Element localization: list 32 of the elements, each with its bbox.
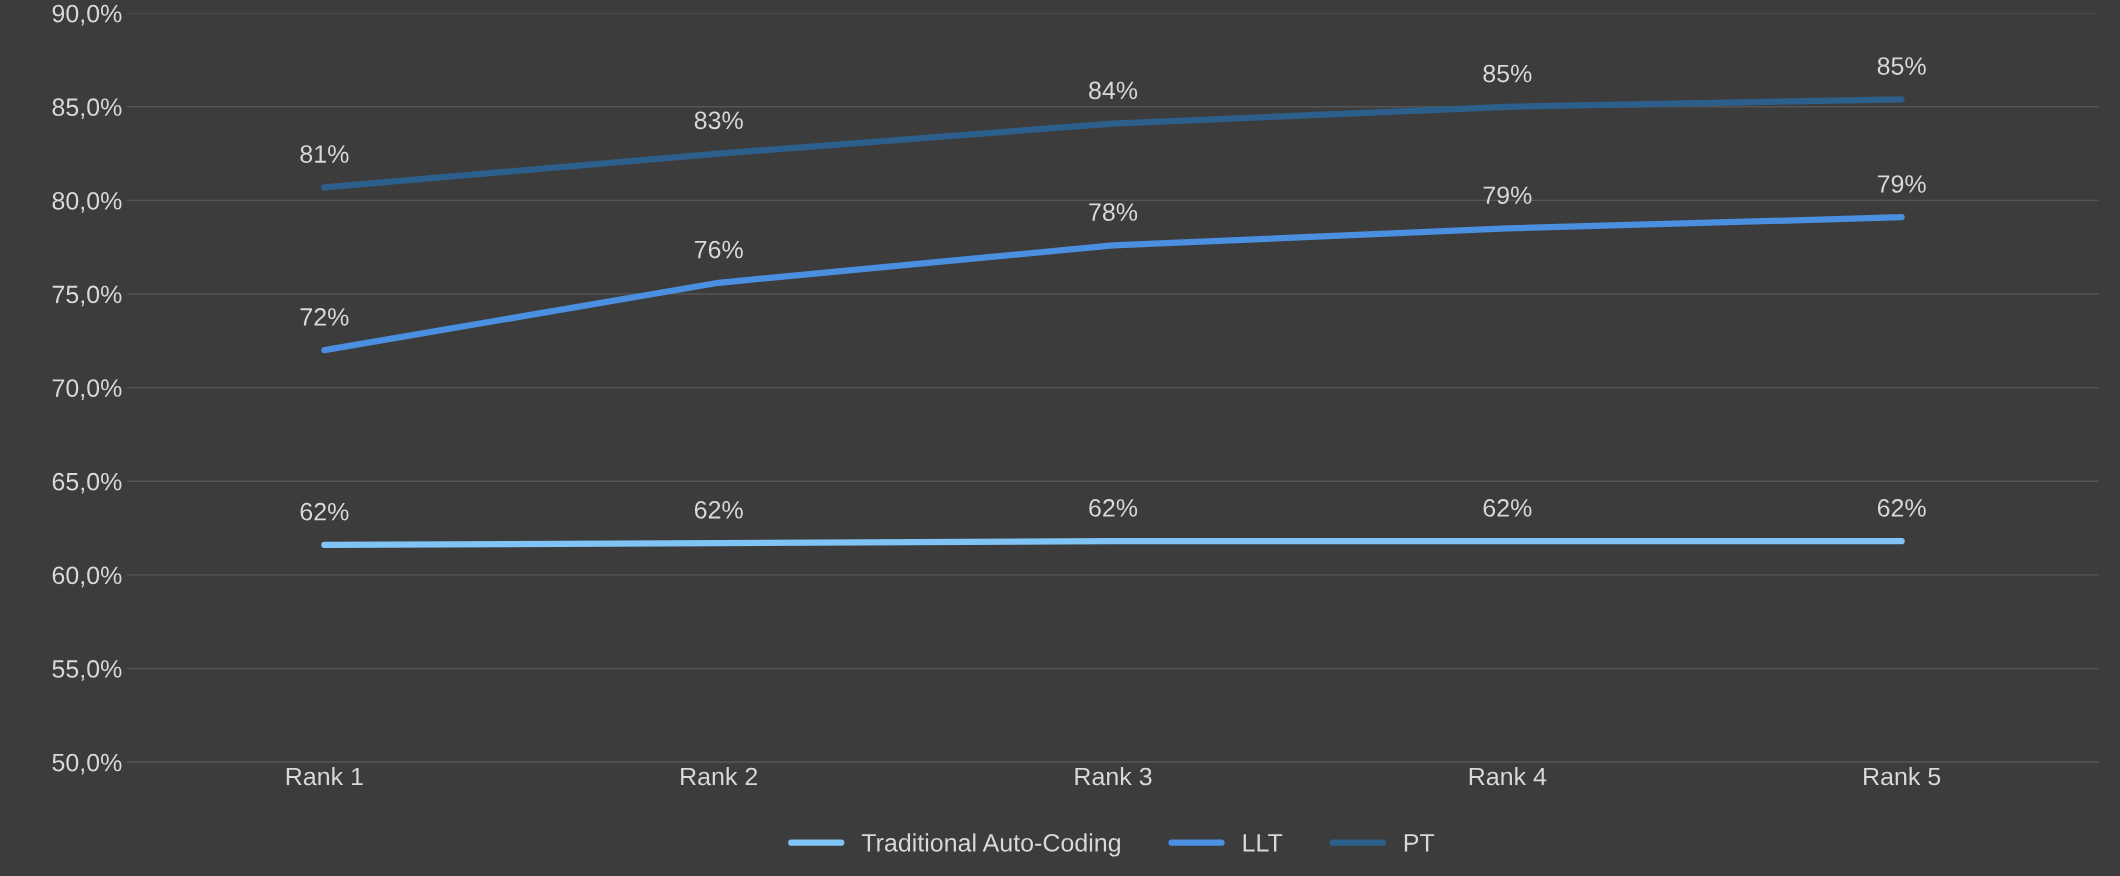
data-label: 85% [1877,57,1926,75]
y-tick-label: 85,0% [52,98,122,120]
y-tick-label: 50,0% [52,753,122,775]
y-tick-label: 65,0% [52,472,122,494]
data-label: 79% [1877,175,1926,193]
y-tick-label: 60,0% [52,566,122,588]
legend-label: PT [1404,834,1435,852]
data-label: 72% [300,308,349,326]
data-label: 83% [694,111,743,130]
data-label: 79% [1483,186,1532,205]
legend-label: Traditional Auto-Coding [861,833,1120,857]
data-label: 81% [300,145,349,163]
x-tick-label: Rank 3 [1075,766,1152,786]
y-tick-label: 75,0% [52,285,122,307]
data-label: 85% [1483,64,1532,83]
data-label: 78% [1089,203,1138,221]
data-label: 62% [1089,499,1138,517]
data-label: 62% [694,500,743,519]
x-tick-label: Rank 5 [1864,766,1941,786]
y-tick-label: 80,0% [52,191,122,213]
data-label: 62% [1483,499,1532,517]
data-label: 62% [300,502,349,521]
x-tick-label: Rank 4 [1469,766,1547,786]
data-label: 62% [1877,499,1926,517]
legend-label: LLT [1243,834,1283,852]
x-tick-label: Rank 1 [286,766,363,786]
y-tick-label: 55,0% [52,660,122,681]
data-label: 76% [694,240,743,259]
y-tick-label: 90,0% [52,4,122,26]
y-tick-label: 70,0% [52,379,122,400]
data-label: 84% [1089,81,1138,100]
x-tick-label: Rank 2 [681,766,758,786]
